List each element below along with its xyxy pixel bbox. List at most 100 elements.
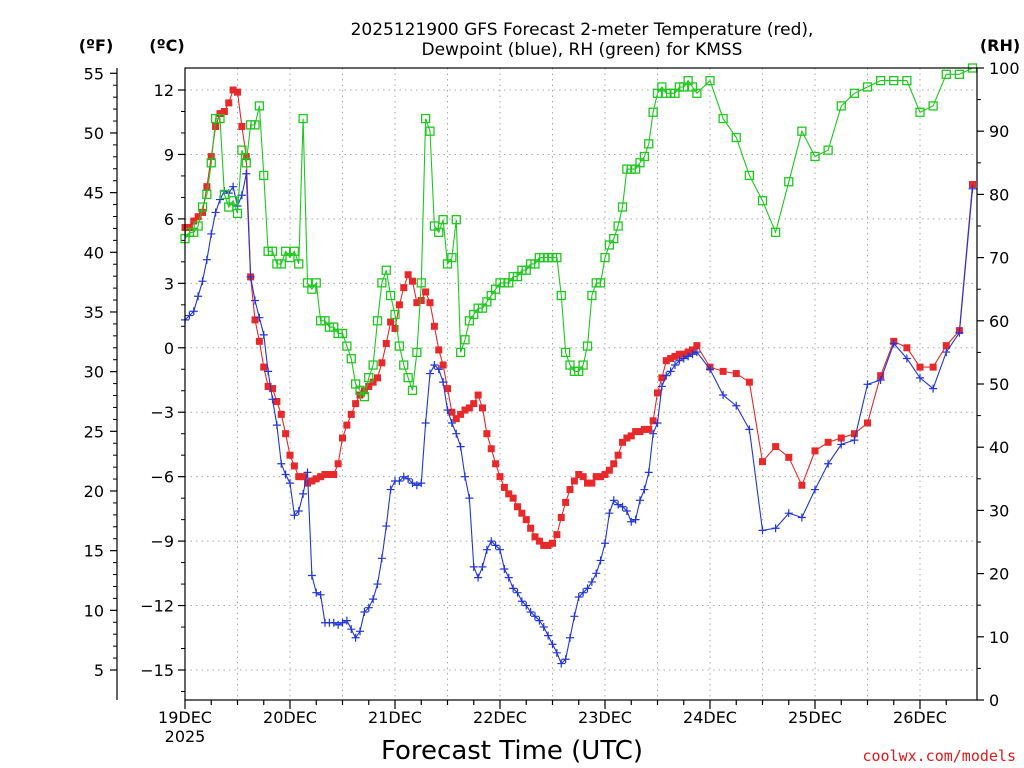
relative_humidity-point: [451, 215, 461, 225]
dewpoint-point: [386, 485, 395, 494]
temperature-point: [238, 123, 246, 131]
relative_humidity-point: [364, 373, 374, 383]
fahrenheit-tick-label: 20: [84, 482, 104, 501]
relative_humidity-point: [875, 75, 886, 86]
dewpoint-point: [771, 524, 780, 533]
x-tick-label: 21DEC: [368, 708, 422, 727]
relative_humidity-point: [416, 278, 426, 288]
dewpoint-point: [692, 348, 701, 357]
dewpoint-point: [566, 633, 574, 642]
x-tick-label: 24DEC: [683, 708, 737, 727]
temperature-point: [680, 350, 688, 358]
dewpoint-point: [811, 485, 819, 494]
temperature-point: [452, 415, 460, 423]
relative_humidity-point: [587, 290, 597, 301]
temperature-point: [579, 473, 587, 481]
rh-tick-label: 80: [989, 185, 1009, 204]
relative_humidity-point: [276, 259, 286, 269]
dewpoint-point: [688, 350, 697, 359]
temperature-point: [409, 277, 416, 285]
relative_humidity-point: [407, 385, 418, 395]
dewpoint-point: [281, 470, 290, 479]
temperature-point: [916, 363, 924, 371]
relative_humidity-point: [954, 69, 965, 79]
dewpoint-point: [662, 371, 671, 380]
relative_humidity-point: [560, 347, 571, 358]
dewpoint-point: [316, 590, 325, 599]
dewpoint-point: [609, 496, 618, 505]
temperature-point: [614, 451, 622, 459]
temperature-point: [500, 483, 508, 491]
relative_humidity-point: [639, 151, 650, 162]
dewpoint-point: [399, 472, 408, 481]
dewpoint-point: [452, 429, 461, 438]
temperature-point: [194, 213, 202, 221]
relative_humidity-point: [372, 316, 383, 326]
temperature-point: [496, 473, 504, 481]
celsius-tick-label: 6: [164, 210, 174, 229]
temperature-point: [798, 481, 806, 489]
dewpoint-point: [644, 468, 653, 477]
relative_humidity-point: [254, 101, 265, 111]
temperature-point: [549, 539, 556, 547]
temperature-point: [483, 430, 491, 438]
temperature-point: [387, 318, 395, 326]
dewpoint-point: [198, 277, 207, 286]
temperature-point: [850, 430, 858, 438]
relative_humidity-point: [385, 290, 396, 301]
relative_humidity-point: [578, 360, 588, 370]
dewpoint-point: [404, 474, 413, 483]
relative_humidity-point: [359, 391, 370, 402]
relative_humidity-point: [617, 202, 628, 212]
dewpoint-point: [570, 612, 579, 621]
relative_humidity-point: [731, 132, 741, 143]
dewpoint-point: [286, 479, 294, 488]
relative_humidity-point: [770, 227, 781, 237]
dewpoint-point: [338, 618, 347, 627]
relative_humidity-point: [648, 107, 658, 117]
temperature-point: [693, 342, 701, 350]
temperature-point: [312, 475, 320, 483]
temperature-point: [772, 443, 780, 451]
dewpoint-point: [706, 365, 714, 374]
relative_humidity-point: [447, 252, 457, 263]
dewpoint-point: [850, 436, 859, 445]
celsius-unit-label: (ºC): [149, 36, 184, 55]
temperature-point: [199, 208, 206, 216]
dewpoint-point: [824, 459, 833, 468]
dewpoint-point: [592, 569, 601, 578]
dewpoint-point: [211, 208, 220, 217]
relative_humidity-point: [613, 221, 623, 231]
temperature-point: [444, 385, 451, 393]
dewpoint-point: [369, 595, 378, 604]
temperature-point: [282, 430, 290, 438]
dewpoint-point: [395, 476, 404, 485]
temperature-point: [732, 370, 740, 378]
dewpoint-point: [496, 545, 504, 554]
dewpoint-point: [487, 537, 496, 546]
celsius-tick-label: 3: [164, 274, 174, 293]
temperature-point: [745, 378, 753, 386]
dewpoint-point: [465, 494, 474, 503]
temperature-point: [684, 348, 692, 356]
dewpoint-point: [587, 577, 596, 586]
temperature-point: [457, 410, 465, 418]
dewpoint-point: [622, 507, 631, 516]
dewpoint-point: [509, 584, 518, 593]
relative_humidity-point: [381, 265, 391, 275]
temperature-point: [330, 471, 338, 479]
temperature-point: [225, 99, 233, 107]
relative_humidity-point: [412, 347, 422, 358]
temperature-point: [929, 363, 937, 371]
temperature-point: [837, 434, 845, 442]
temperature-point: [382, 339, 390, 347]
temperature-point: [514, 503, 521, 511]
relative_humidity-point: [259, 170, 269, 181]
relative_humidity-point: [237, 145, 247, 155]
relative_humidity-point: [836, 101, 846, 111]
temperature-point: [597, 473, 605, 481]
temperature-point: [374, 374, 381, 382]
temperature-point: [575, 471, 583, 479]
relative_humidity-point: [394, 341, 405, 351]
rh-tick-label: 20: [989, 565, 1009, 584]
